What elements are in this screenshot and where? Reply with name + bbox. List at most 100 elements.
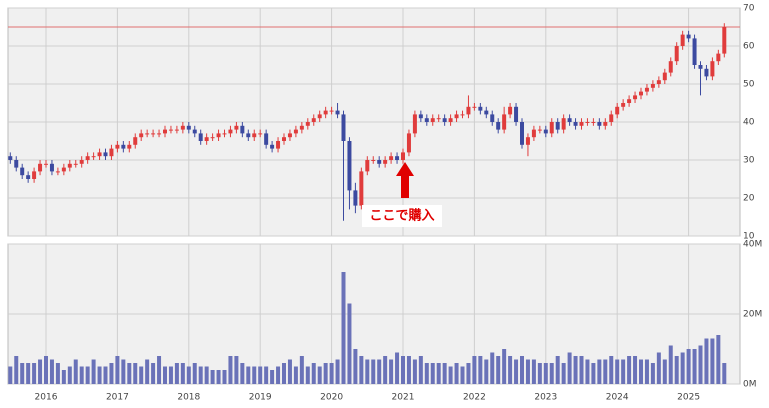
- bar: [639, 359, 643, 384]
- candle-body: [145, 133, 150, 135]
- bar: [436, 363, 441, 384]
- bar: [722, 363, 727, 384]
- bar: [395, 352, 400, 384]
- candle-body: [639, 91, 643, 96]
- candle-body: [67, 163, 72, 168]
- candle-body: [311, 118, 316, 122]
- bar: [531, 359, 536, 384]
- bar: [365, 359, 370, 384]
- bar: [151, 363, 156, 384]
- bar: [347, 303, 352, 384]
- bar: [228, 356, 233, 384]
- bar: [555, 356, 560, 384]
- y-tick-label: 40M: [743, 240, 762, 250]
- candle-body: [686, 34, 691, 39]
- candle-body: [454, 114, 459, 119]
- candle-body: [335, 110, 340, 115]
- bar: [692, 349, 697, 384]
- candle-body: [401, 152, 405, 160]
- candle-body: [26, 175, 31, 179]
- candle-body: [347, 141, 352, 191]
- candle-body: [38, 163, 43, 172]
- candle-body: [365, 160, 370, 172]
- bar: [317, 366, 322, 384]
- candle-body: [591, 122, 596, 123]
- candle-body: [341, 114, 346, 141]
- bar: [174, 363, 179, 384]
- bar: [198, 366, 203, 384]
- candle-body: [234, 125, 239, 130]
- bar: [406, 356, 411, 384]
- bar: [103, 366, 108, 384]
- bar: [311, 363, 316, 384]
- bar: [401, 356, 405, 384]
- bar: [264, 366, 269, 384]
- candle-body: [525, 137, 530, 145]
- x-tick-label: 2020: [320, 393, 343, 403]
- bar: [353, 349, 358, 384]
- x-tick-label: 2025: [677, 393, 700, 403]
- bar: [270, 370, 275, 384]
- bar: [145, 359, 150, 384]
- candle-body: [514, 106, 519, 122]
- candle-body: [621, 103, 626, 107]
- candle-body: [460, 114, 465, 116]
- bar: [537, 363, 542, 384]
- candle-body: [633, 95, 638, 100]
- x-tick-label: 2019: [249, 393, 272, 403]
- candle-body: [395, 156, 400, 160]
- candle-body: [264, 133, 269, 145]
- bar: [418, 356, 423, 384]
- bar: [680, 352, 685, 384]
- candle-body: [418, 114, 423, 119]
- candle-body: [151, 133, 156, 135]
- candle-body: [44, 163, 48, 165]
- bar: [246, 366, 251, 384]
- bar: [389, 359, 394, 384]
- y-tick-label: 20: [743, 194, 755, 204]
- bar: [644, 359, 649, 384]
- candle-body: [299, 125, 304, 130]
- bar: [121, 359, 126, 384]
- bar: [168, 366, 173, 384]
- bar: [157, 356, 162, 384]
- candle-body: [543, 129, 548, 134]
- bar: [716, 335, 721, 384]
- bar: [341, 272, 346, 384]
- candle-body: [317, 114, 322, 119]
- candle-body: [14, 160, 19, 168]
- candle-body: [603, 122, 608, 126]
- annotation: ここで購入: [369, 208, 434, 224]
- candle-body: [680, 34, 685, 46]
- bar: [299, 356, 304, 384]
- bar: [335, 359, 340, 384]
- candle-body: [204, 137, 209, 141]
- candle-body: [282, 137, 286, 141]
- candle-body: [323, 110, 328, 115]
- candle-body: [133, 137, 138, 145]
- bar: [91, 359, 96, 384]
- bar: [412, 359, 417, 384]
- y-tick-label: 10: [743, 232, 755, 242]
- candle-body: [472, 106, 477, 108]
- bar: [478, 356, 483, 384]
- candle-body: [121, 144, 126, 149]
- candle-body: [555, 122, 560, 130]
- bar: [133, 363, 138, 384]
- bar: [460, 366, 465, 384]
- x-tick-label: 2018: [177, 393, 200, 403]
- y-tick-label: 30: [743, 156, 755, 166]
- candle-body: [192, 129, 197, 134]
- bar: [79, 366, 84, 384]
- bar: [38, 359, 43, 384]
- bar: [502, 349, 507, 384]
- candle-body: [704, 68, 709, 77]
- bar: [204, 366, 209, 384]
- candle-body: [615, 106, 620, 115]
- candle-body: [73, 163, 78, 165]
- y-tick-label: 0M: [743, 380, 757, 390]
- bar: [127, 363, 132, 384]
- bar: [633, 356, 638, 384]
- candle-body: [109, 148, 114, 157]
